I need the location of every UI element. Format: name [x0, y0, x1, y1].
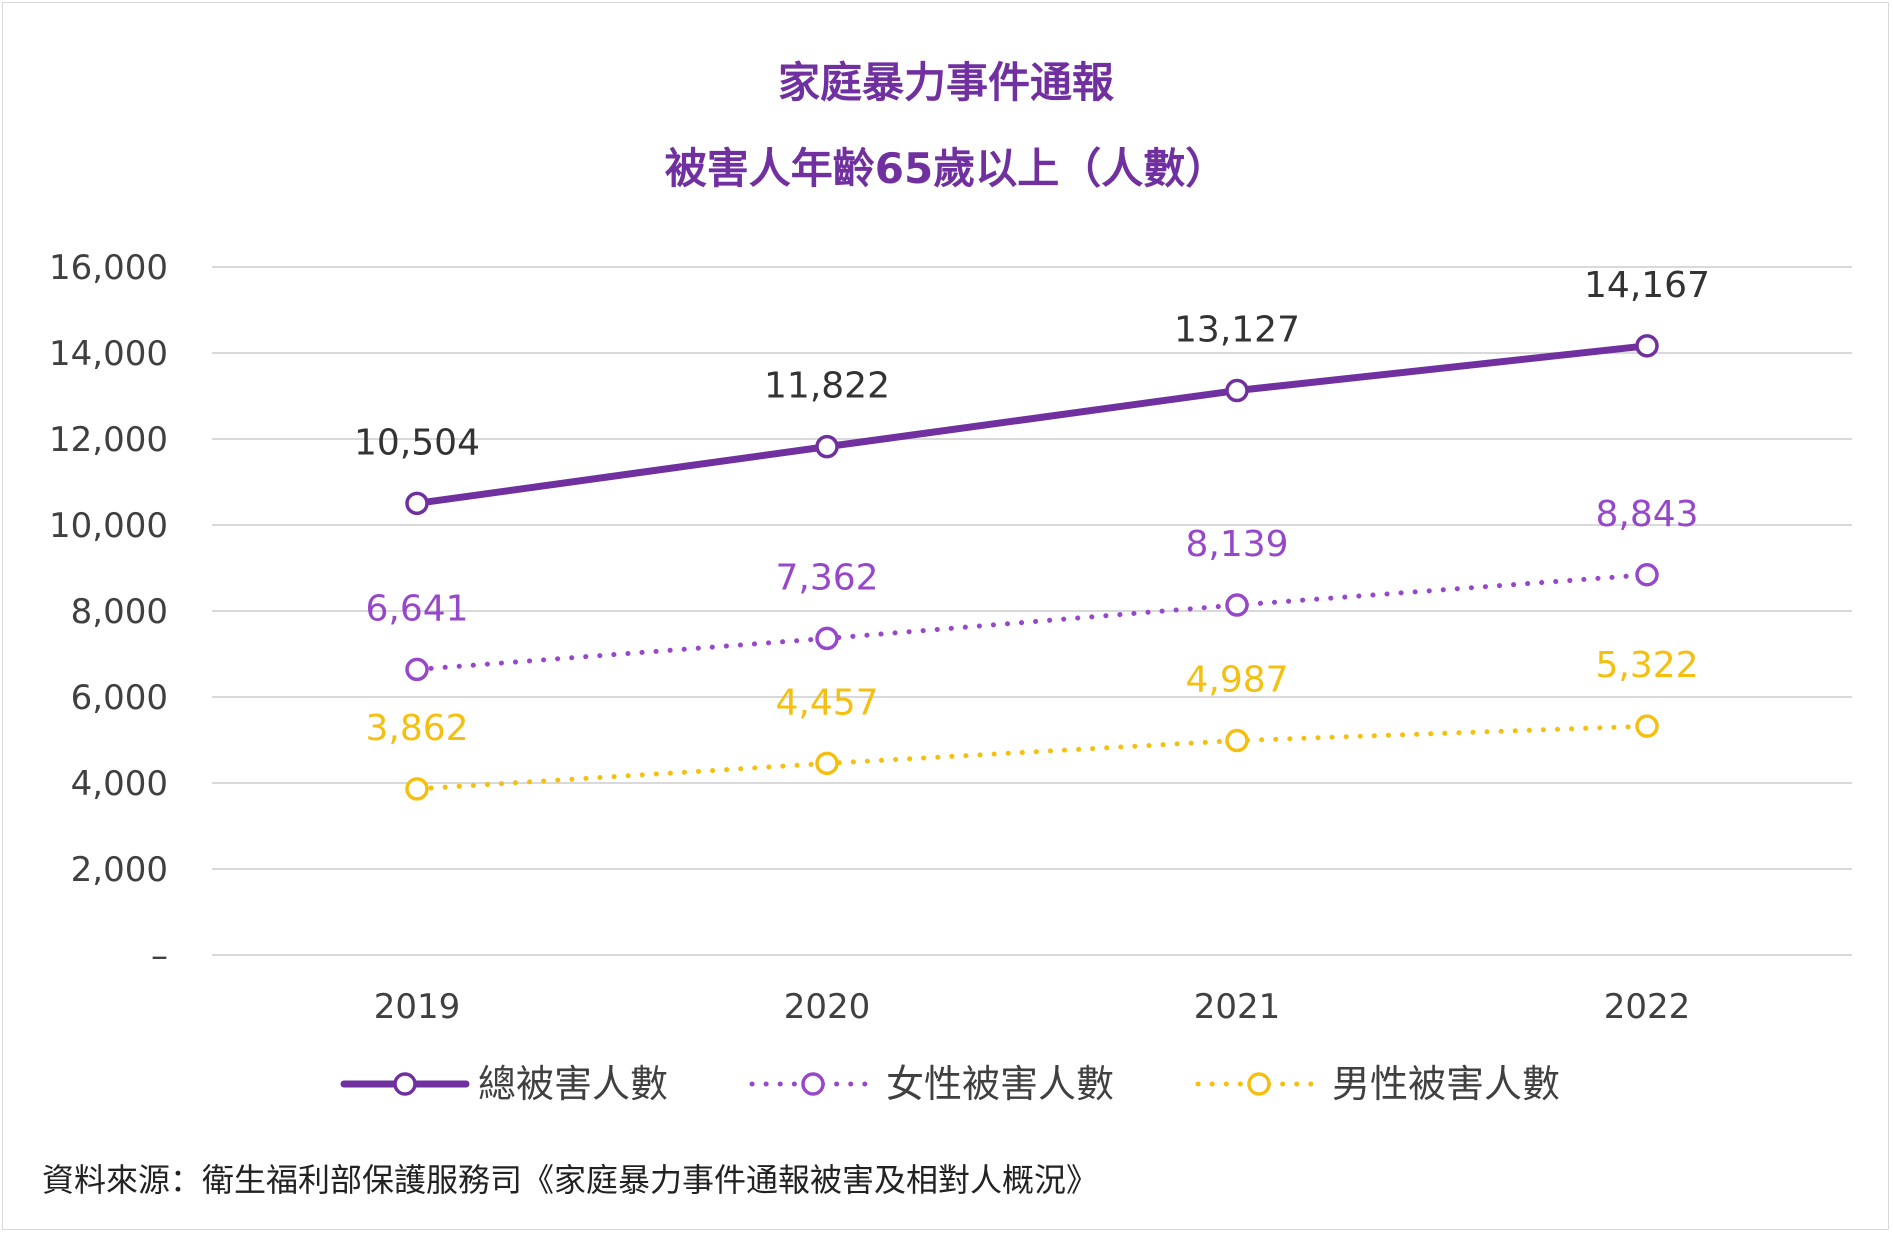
series-line — [414, 572, 1650, 672]
data-label: 8,843 — [1595, 494, 1698, 535]
legend-item: 男性被害人數 — [1195, 1062, 1560, 1106]
y-tick-label: 8,000 — [71, 592, 168, 632]
y-tick-label: 12,000 — [49, 420, 168, 460]
gridlines — [212, 266, 1852, 956]
data-label: 4,987 — [1185, 660, 1288, 701]
data-point — [405, 657, 429, 682]
legend: 總被害人數 女性被害人數 男性被害人數 — [340, 1062, 1560, 1106]
legend-swatch-marker — [1247, 1072, 1271, 1096]
data-point — [815, 626, 839, 651]
legend-label: 女性被害人數 — [886, 1062, 1114, 1106]
data-point — [815, 751, 839, 776]
data-label: 3,862 — [365, 708, 468, 749]
series-2: 6,641 7,362 8,139 8,843 — [365, 494, 1699, 682]
legend-item: 女性被害人數 — [749, 1062, 1114, 1106]
legend-swatch-marker — [393, 1072, 417, 1096]
series-layer: 10,504 11,822 13,127 14,167 6,641 7,362 8,139 8… — [354, 265, 1710, 801]
y-tick-label: 6,000 — [71, 678, 168, 718]
legend-item: 總被害人數 — [340, 1062, 668, 1106]
legend-label: 男性被害人數 — [1332, 1062, 1560, 1106]
series-1: 10,504 11,822 13,127 14,167 — [354, 265, 1710, 516]
chart-title: 家庭暴力事件通報 — [778, 58, 1114, 107]
x-tick-label: 2019 — [374, 987, 461, 1027]
legend-label: 總被害人數 — [478, 1062, 668, 1106]
series-line — [414, 723, 1650, 792]
data-label: 4,457 — [775, 682, 878, 723]
data-label: 8,139 — [1185, 524, 1288, 565]
data-point — [1225, 378, 1249, 403]
series-3: 3,862 4,457 4,987 5,322 — [365, 645, 1699, 801]
data-label: 10,504 — [354, 422, 480, 463]
y-axis: – 2,000 4,000 6,000 8,000 10,000 12,000 14,000 1… — [49, 248, 168, 976]
x-axis: 2019 2020 2021 2022 — [374, 987, 1691, 1027]
data-label: 7,362 — [775, 557, 878, 598]
x-tick-label: 2022 — [1604, 987, 1691, 1027]
data-point — [1635, 714, 1659, 738]
x-tick-label: 2021 — [1194, 987, 1281, 1027]
data-point — [405, 491, 429, 516]
y-tick-label: 4,000 — [71, 764, 168, 804]
data-label: 6,641 — [365, 588, 468, 629]
legend-swatch-marker — [801, 1072, 825, 1096]
y-tick-label: 14,000 — [49, 334, 168, 374]
data-point — [1225, 593, 1249, 617]
data-point — [1225, 728, 1249, 753]
data-label: 13,127 — [1174, 310, 1300, 351]
y-tick-label: 2,000 — [71, 850, 168, 890]
x-tick-label: 2020 — [784, 987, 871, 1027]
y-tick-label: 10,000 — [49, 506, 168, 546]
data-point — [1635, 563, 1659, 587]
series-line — [413, 342, 1651, 507]
chart-subtitle: 被害人年齡65歲以上（人數） — [665, 144, 1227, 193]
data-point — [1635, 334, 1659, 358]
data-label: 14,167 — [1584, 265, 1710, 306]
y-tick-label: – — [151, 936, 168, 976]
data-point — [815, 434, 839, 459]
source-note: 資料來源：衛生福利部保護服務司《家庭暴力事件通報被害及相對人概況》 — [42, 1161, 1099, 1199]
data-point — [405, 777, 429, 801]
data-label: 5,322 — [1595, 645, 1698, 686]
data-label: 11,822 — [764, 366, 890, 407]
y-tick-label: 16,000 — [49, 248, 168, 288]
